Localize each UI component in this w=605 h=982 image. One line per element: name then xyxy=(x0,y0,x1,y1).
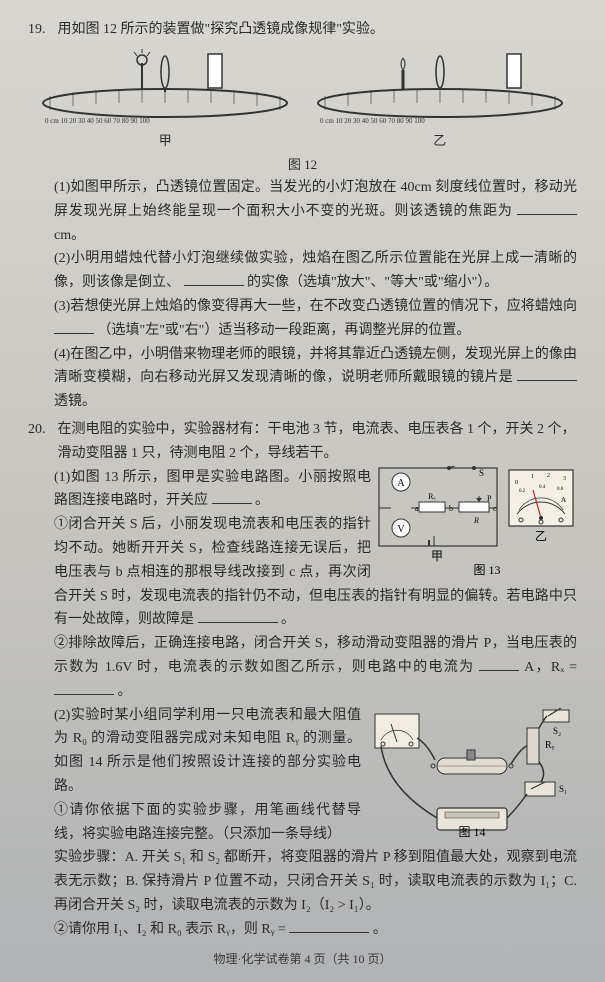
q20-intro: 在测电阻的实验中，实验器材有：干电池 3 节，电流表、电压表各 1 个，开关 2… xyxy=(58,418,577,466)
svg-text:0.2: 0.2 xyxy=(519,489,526,494)
svg-text:0 cm 10 20 30 40 50 60 7: 0 cm 10 20 30 40 50 60 70 80 90 100 xyxy=(320,117,425,125)
q19-part1: (1)如图甲所示，凸透镜位置固定。当发光的小灯泡放在 40cm 刻度线位置时，移… xyxy=(28,176,577,247)
q20-part2-text: (2)实验时某小组同学利用一只电流表和最大阻值为 R₀ 的滑动变阻器完成对未知电… xyxy=(54,708,361,794)
blank-switch-state xyxy=(212,489,252,504)
q20-part2-steps-text: 实验步骤：A. 开关 S₁ 和 S₂ 都断开，将变阻器的滑片 P 移到阻值最大处… xyxy=(54,850,577,913)
q20-part1-2-mid: A，Rₓ = xyxy=(524,660,577,675)
page-footer: 物理·化学试卷第 4 页（共 10 页） xyxy=(28,949,577,969)
q20-part2-steps: 实验步骤：A. 开关 S₁ 和 S₂ 都断开，将变阻器的滑片 P 移到阻值最大处… xyxy=(28,846,577,917)
optical-bench-jia-svg: 0 cm 10 20 30 40 50 60 70 80 90 100 xyxy=(40,48,290,128)
q20-part2-2-tail: 。 xyxy=(373,922,387,937)
svg-text:S: S xyxy=(479,468,484,478)
blank-ry-formula xyxy=(289,918,369,933)
q19-part2-tail: 的实像（选填"放大"、"等大"或"缩小"）。 xyxy=(247,275,498,290)
q20-part1-1-tail: 。 xyxy=(281,612,295,627)
blank-direction xyxy=(54,319,94,334)
q19-part4-tail: 透镜。 xyxy=(54,394,96,409)
q20-number: 20. xyxy=(28,418,54,442)
q20-part1-2-tail: 。 xyxy=(118,684,132,699)
svg-text:Rₓ: Rₓ xyxy=(428,492,436,501)
figure-13: A S Rₓ ab P c R V xyxy=(377,466,577,576)
exam-page: 19. 用如图 12 所示的装置做"探究凸透镜成像规律"实验。 xyxy=(0,0,605,982)
svg-text:S₂: S₂ xyxy=(553,726,561,736)
q19-part4: (4)在图乙中，小明借来物理老师的眼镜，并将其靠近凸透镜左侧，发现光屏上的像由清… xyxy=(28,343,577,414)
svg-text:A: A xyxy=(397,478,405,489)
question-19: 19. 用如图 12 所示的装置做"探究凸透镜成像规律"实验。 xyxy=(28,18,577,414)
q19-part2: (2)小明用蜡烛代替小灯泡继续做实验，烛焰在图乙所示位置能在光屏上成一清晰的像，… xyxy=(28,247,577,295)
q19-part1-text: (1)如图甲所示，凸透镜位置固定。当发光的小灯泡放在 40cm 刻度线位置时，移… xyxy=(54,180,577,219)
svg-text:1: 1 xyxy=(531,474,534,480)
svg-text:0: 0 xyxy=(515,480,518,486)
figure-12-yi: 0 cm 10 20 30 40 50 60 70 80 90 100 乙 xyxy=(315,48,565,152)
q19-intro: 用如图 12 所示的装置做"探究凸透镜成像规律"实验。 xyxy=(58,18,577,42)
blank-focal-length xyxy=(517,200,577,215)
fig12-jia-label: 甲 xyxy=(40,130,290,152)
fig14-caption: 图 14 xyxy=(458,825,485,838)
figure-12-jia: 0 cm 10 20 30 40 50 60 70 80 90 100 甲 xyxy=(40,48,290,152)
figure-12: 0 cm 10 20 30 40 50 60 70 80 90 100 甲 xyxy=(28,48,577,152)
q19-part3: (3)若想使光屏上烛焰的像变得再大一些，在不改变凸透镜位置的情况下，应将蜡烛向 … xyxy=(28,295,577,343)
blank-fault xyxy=(198,608,278,623)
fig13-jia-label: 甲 xyxy=(431,549,443,563)
svg-text:R: R xyxy=(473,516,479,525)
q20-part1-tail: 。 xyxy=(255,493,269,508)
figure-14: Rᵧ S₁ S₂ 图 xyxy=(367,708,577,838)
q19-part3-tail: （选填"左"或"右"）适当移动一段距离，再调整光屏的位置。 xyxy=(98,323,471,338)
svg-text:0.6: 0.6 xyxy=(557,487,564,492)
q19-number: 19. xyxy=(28,18,54,42)
svg-text:Rᵧ: Rᵧ xyxy=(545,740,555,751)
svg-text:A: A xyxy=(561,496,566,504)
svg-text:V: V xyxy=(397,524,405,535)
fig12-caption: 图 12 xyxy=(28,154,577,176)
blank-rx xyxy=(54,680,114,695)
q20-part2-2: ②请你用 I₁、I₂ 和 R₀ 表示 Rᵧ，则 Rᵧ = 。 xyxy=(28,918,577,942)
blank-lens-type xyxy=(517,366,577,381)
q19-part3-text: (3)若想使光屏上烛焰的像变得再大一些，在不改变凸透镜位置的情况下，应将蜡烛向 xyxy=(54,299,577,314)
q20-part1-2: ②排除故障后，正确连接电路，闭合开关 S，移动滑动变阻器的滑片 P，当电压表的示… xyxy=(28,632,577,703)
fig12-yi-label: 乙 xyxy=(315,130,565,152)
svg-text:S₁: S₁ xyxy=(559,784,567,794)
question-20: 20. 在测电阻的实验中，实验器材有：干电池 3 节，电流表、电压表各 1 个，… xyxy=(28,418,577,942)
q19-part4-text: (4)在图乙中，小明借来物理老师的眼镜，并将其靠近凸透镜左侧，发现光屏上的像由清… xyxy=(54,347,577,386)
q20-part2-1-text: ①请你依据下面的实验步骤，用笔画线代替导线，将实验电路连接完整。（只添加一条导线… xyxy=(54,803,361,842)
svg-text:0 cm 10 20 30 40 50 60 7: 0 cm 10 20 30 40 50 60 70 80 90 100 xyxy=(45,117,150,125)
circuit-meter-svg: A S Rₓ ab P c R V xyxy=(377,466,577,576)
fig13-yi-label: 乙 xyxy=(535,529,547,543)
q19-part1-tail: cm。 xyxy=(54,228,85,243)
svg-text:3: 3 xyxy=(563,476,566,482)
physical-circuit-svg: Rᵧ S₁ S₂ 图 xyxy=(367,708,577,838)
blank-image-type xyxy=(184,271,244,286)
svg-text:P: P xyxy=(487,494,492,503)
optical-bench-yi-svg: 0 cm 10 20 30 40 50 60 70 80 90 100 xyxy=(315,48,565,128)
q20-part2-2-text: ②请你用 I₁、I₂ 和 R₀ 表示 Rᵧ，则 Rᵧ = xyxy=(54,922,286,937)
svg-text:2: 2 xyxy=(547,473,550,479)
svg-text:0.4: 0.4 xyxy=(539,485,546,490)
fig13-caption: 图 13 xyxy=(473,563,500,576)
blank-current xyxy=(479,656,519,671)
